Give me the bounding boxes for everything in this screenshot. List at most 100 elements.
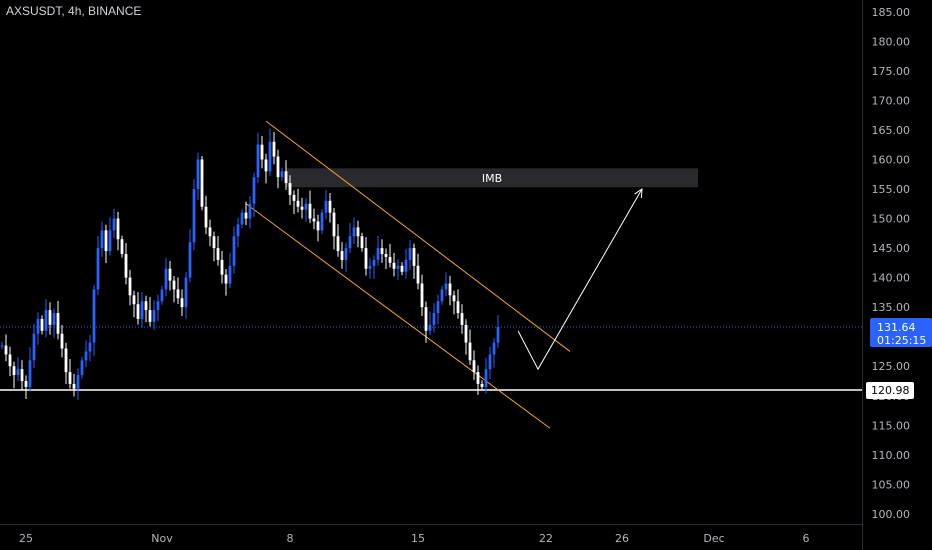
- candle-body: [52, 313, 56, 325]
- candle-body: [340, 251, 344, 260]
- candle-body: [216, 248, 220, 260]
- candle-body: [420, 283, 424, 308]
- imb-zone-rect: [286, 168, 698, 188]
- candle-body: [44, 310, 48, 331]
- candle-body: [472, 360, 476, 373]
- candle-body: [244, 212, 248, 219]
- candle-body: [228, 265, 232, 284]
- candle-body: [428, 324, 432, 331]
- candle-body: [332, 212, 336, 237]
- candle-body: [108, 230, 112, 252]
- candle-body: [48, 310, 52, 325]
- candle-body: [252, 177, 256, 204]
- price-tick-label: 170.00: [872, 94, 911, 107]
- candle-body: [56, 313, 60, 334]
- candle-body: [100, 230, 104, 249]
- candle-body: [272, 141, 276, 157]
- candle-body: [344, 248, 348, 260]
- candle-body: [292, 194, 296, 201]
- candle-body: [408, 248, 412, 260]
- price-tags: 131.64 01:25:15 120.98: [866, 317, 932, 399]
- price-tick-label: 165.00: [872, 124, 911, 137]
- candle-body: [404, 259, 408, 272]
- candle-body: [32, 333, 36, 361]
- candle-body: [120, 239, 124, 254]
- candle-body: [264, 159, 268, 172]
- projection-arrowhead: [634, 188, 643, 199]
- candle-body: [116, 218, 120, 240]
- candle-body: [280, 171, 284, 178]
- candle-body: [168, 268, 172, 281]
- candle-body: [384, 253, 388, 257]
- candle-body: [152, 310, 156, 322]
- candle-body: [72, 383, 76, 389]
- candle-body: [128, 277, 132, 296]
- candle-body: [308, 203, 312, 219]
- time-tick-label: 6: [803, 532, 810, 545]
- price-tick-label: 155.00: [872, 183, 911, 196]
- time-axis[interactable]: 25 Nov 8 15 22 26 Dec 6: [0, 524, 862, 546]
- candle-body: [156, 301, 160, 311]
- time-tick-label: 8: [287, 532, 294, 545]
- candle-body: [452, 295, 456, 302]
- candle-body: [424, 307, 428, 331]
- candle-body: [28, 360, 32, 387]
- candle-body: [444, 283, 448, 290]
- candle-body: [204, 206, 208, 228]
- candle-body: [496, 326, 500, 343]
- candle-body: [136, 304, 140, 319]
- candle-body: [196, 159, 200, 190]
- current-price-tag: [870, 317, 932, 347]
- candle-body: [80, 360, 84, 376]
- candle-body: [164, 268, 168, 290]
- candle-body: [440, 289, 444, 302]
- candle-body: [456, 301, 460, 314]
- candle-body: [124, 253, 128, 278]
- candle-body: [236, 224, 240, 237]
- price-tick-label: 185.00: [872, 6, 911, 19]
- candle-body: [448, 283, 452, 296]
- candle-body: [348, 236, 352, 249]
- candle-body: [388, 256, 392, 263]
- time-tick-label: 22: [539, 532, 553, 545]
- candle-body: [316, 221, 320, 231]
- candle-body: [364, 248, 368, 269]
- candle-body: [212, 236, 216, 249]
- candle-body: [188, 242, 192, 278]
- candle-body: [380, 248, 384, 254]
- candle-body: [352, 227, 356, 237]
- candle-body: [20, 369, 24, 381]
- candle-body: [192, 189, 196, 243]
- candle-body: [8, 354, 12, 367]
- candle-body: [304, 203, 308, 210]
- candle-body: [392, 262, 396, 269]
- price-tick-label: 145.00: [872, 242, 911, 255]
- candle-body: [16, 369, 20, 376]
- candle-body: [208, 227, 212, 237]
- candle-body: [356, 227, 360, 237]
- candle-body: [372, 259, 376, 266]
- candle-body: [104, 230, 108, 252]
- price-tick-label: 160.00: [872, 153, 911, 166]
- candle-body: [376, 248, 380, 260]
- price-tick-label: 115.00: [872, 419, 911, 432]
- candle-body: [492, 342, 496, 355]
- candle-body: [476, 372, 480, 384]
- candle-body: [256, 144, 260, 178]
- candle-body: [232, 236, 236, 266]
- candle-body: [312, 218, 316, 222]
- candle-body: [172, 280, 176, 290]
- candle-body: [180, 298, 184, 308]
- projection-path: [517, 188, 643, 371]
- candles: [0, 128, 500, 400]
- price-tick-label: 135.00: [872, 301, 911, 314]
- price-tick-label: 180.00: [872, 35, 911, 48]
- candle-body: [400, 265, 404, 272]
- candle-body: [460, 313, 464, 325]
- channel-lower-line: [245, 203, 551, 429]
- candle-body: [68, 372, 72, 384]
- price-axis[interactable]: 100.00105.00110.00115.00120.00125.00130.…: [862, 0, 932, 550]
- candle-body: [296, 200, 300, 207]
- candle-body: [92, 289, 96, 343]
